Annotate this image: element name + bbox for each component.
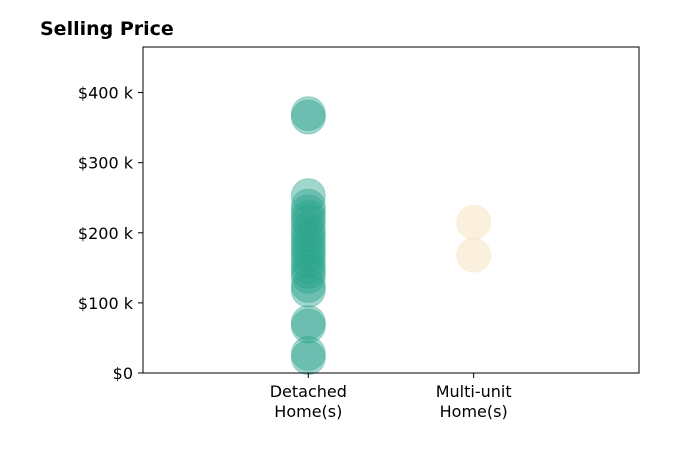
data-point xyxy=(290,258,326,294)
data-point xyxy=(290,96,326,132)
data-point xyxy=(290,178,326,214)
data-point xyxy=(290,216,326,252)
data-point xyxy=(290,308,326,344)
data-point xyxy=(290,188,326,224)
y-tick-label: $300 k xyxy=(78,154,134,173)
data-point xyxy=(290,272,326,308)
y-tick-label: $400 k xyxy=(78,84,134,103)
chart-title: Selling Price xyxy=(40,18,174,40)
x-tick-label: Detached Home(s) xyxy=(270,382,347,421)
data-point xyxy=(290,335,326,371)
data-point xyxy=(290,199,326,235)
x-tick-label: Multi-unit Home(s) xyxy=(436,382,512,421)
data-point xyxy=(290,267,326,303)
data-points xyxy=(290,96,492,376)
data-point xyxy=(290,340,326,376)
data-point xyxy=(290,99,326,135)
plot-frame xyxy=(142,46,640,374)
data-point xyxy=(290,243,326,279)
data-point xyxy=(290,237,326,273)
y-tick-label: $100 k xyxy=(78,294,134,313)
y-axis: $0 $100 k $200 k $300 k $400 k xyxy=(78,84,143,383)
data-point xyxy=(290,248,326,284)
data-point xyxy=(290,227,326,263)
x-axis: Detached Home(s) Multi-unit Home(s) xyxy=(270,373,512,421)
data-point xyxy=(290,305,326,341)
data-point xyxy=(456,204,492,240)
data-point xyxy=(290,204,326,240)
y-tick-label: $200 k xyxy=(78,224,134,243)
y-tick-label: $0 xyxy=(113,364,133,383)
data-point xyxy=(290,232,326,268)
data-point xyxy=(290,211,326,247)
data-point xyxy=(290,253,326,289)
data-point xyxy=(456,237,492,273)
data-point xyxy=(290,222,326,258)
data-point xyxy=(290,194,326,230)
